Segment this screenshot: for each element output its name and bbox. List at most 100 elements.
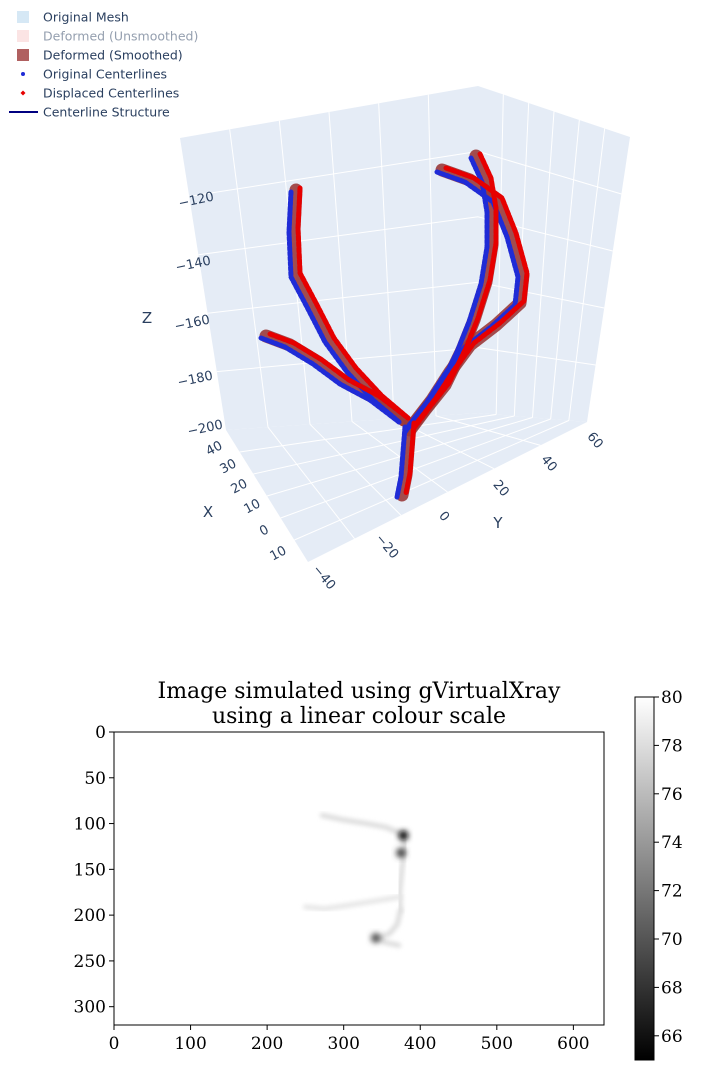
vessel-shadow	[375, 908, 403, 948]
x-axis-ticks: 0 100 200 300 400 500 600	[109, 1025, 590, 1054]
chart-title-line-2: using a linear colour scale	[212, 704, 506, 729]
legend-item: Deformed (Unsmoothed)	[17, 29, 198, 44]
legend-swatch	[17, 11, 29, 23]
colorbar-tick-label: 72	[661, 882, 683, 902]
z-tick-label: −140	[174, 254, 212, 276]
z-tick-label: −120	[177, 190, 215, 212]
y-tick-label: 100	[74, 815, 106, 835]
vessel-shadow	[302, 894, 403, 912]
legend-item: Deformed (Smoothed)	[17, 48, 183, 63]
y-axis-ticks: 0 50 100 150 200 250 300	[74, 723, 114, 1018]
legend-swatch	[20, 90, 26, 96]
density-blob	[396, 847, 407, 858]
legend-item: Centerline Structure	[9, 105, 170, 120]
x-axis-title: X	[203, 503, 213, 521]
mesh-smoothed-branch	[395, 418, 417, 502]
colorbar-tick-label: 78	[661, 736, 683, 756]
x-tick-label: 20	[229, 476, 251, 497]
legend-swatch	[21, 72, 25, 76]
x-tick-label: 500	[481, 1034, 513, 1054]
x-tick-label: 0	[109, 1034, 120, 1054]
legend-label: Centerline Structure	[43, 105, 170, 120]
colorbar-tick-label: 74	[661, 833, 683, 853]
colorbar-tick-label: 80	[661, 688, 683, 708]
x-tick-label: 200	[251, 1034, 283, 1054]
z-tick-label: −160	[173, 313, 211, 335]
image-frame	[113, 731, 605, 1026]
chart-title-line-1: Image simulated using gVirtualXray	[158, 679, 562, 704]
legend-item: Displaced Centerlines	[20, 86, 179, 101]
y-tick-label: 50	[84, 769, 106, 789]
colorbar-tick-label: 70	[661, 930, 683, 950]
image-background	[114, 732, 604, 1025]
y-tick-label: 20	[490, 478, 512, 500]
y-axis-title: Y	[492, 514, 503, 532]
original-centerline	[404, 169, 521, 431]
original-centerline	[394, 424, 408, 500]
y-tick-label: 60	[584, 430, 606, 452]
grid-line	[495, 94, 504, 415]
legend-swatch	[17, 49, 29, 61]
y-tick-label: 40	[538, 453, 560, 475]
y-tick-label: −20	[372, 531, 401, 562]
y-tick-label: 0	[435, 509, 452, 525]
scene-3d[interactable]: −120−140−160−180−20040302010010−40−20020…	[142, 86, 630, 593]
axis-titles: Z X Y	[142, 309, 504, 532]
x-tick-label: 400	[404, 1034, 436, 1054]
original-centerline	[286, 189, 402, 425]
grid-line	[207, 281, 479, 314]
density-blob	[398, 830, 409, 841]
displaced-centerline	[267, 331, 411, 421]
grid-line	[378, 103, 395, 419]
colorbar-tick-label: 76	[661, 785, 683, 805]
scene-wall-left	[180, 86, 478, 430]
legend-label: Original Centerlines	[43, 67, 167, 82]
colorbar	[634, 696, 655, 1061]
grid-line	[568, 128, 606, 421]
xray-image-chart: Image simulated using gVirtualXray using…	[74, 679, 683, 1061]
density-blob	[370, 933, 381, 944]
y-tick-label: 0	[95, 723, 106, 743]
x-tick-label: 10	[242, 496, 264, 517]
legend-label: Deformed (Smoothed)	[43, 48, 183, 63]
colorbar-ticks: 66 68 70 72 74 76 78 80	[654, 688, 683, 1047]
displaced-centerline	[295, 185, 411, 421]
x-tick-label: 40	[204, 438, 226, 459]
displaced-centerline	[403, 420, 417, 496]
y-tick-label: 300	[74, 998, 106, 1018]
z-tick-label: −180	[176, 369, 214, 391]
grid-line	[229, 129, 269, 428]
xray-image	[114, 732, 604, 1025]
x-tick-label: 300	[327, 1034, 359, 1054]
x-tick-label: 30	[218, 456, 240, 477]
grid-line	[427, 94, 437, 416]
grid-line	[550, 119, 580, 420]
grid-line	[477, 347, 596, 366]
mesh-smoothed-branch	[259, 329, 411, 427]
vessel-curves	[258, 149, 530, 502]
legend-swatch	[17, 30, 29, 42]
grid-line	[477, 281, 605, 309]
z-axis-title: Z	[142, 309, 152, 327]
displaced-centerline	[413, 165, 530, 427]
legend-item: Original Centerlines	[21, 67, 167, 82]
y-tick-label: −40	[309, 562, 338, 593]
vessel-shadow	[319, 812, 406, 838]
y-tick-label: 150	[74, 860, 106, 880]
x-tick-label: 100	[174, 1034, 206, 1054]
grid-line	[477, 150, 622, 195]
legend-label: Displaced Centerlines	[43, 86, 179, 101]
grid-line	[189, 150, 479, 197]
colorbar-tick-label: 66	[661, 1027, 683, 1047]
x-tick-label: 600	[557, 1034, 589, 1054]
legend: Original Mesh Deformed (Unsmoothed) Deform…	[9, 10, 198, 120]
legend-label: Deformed (Unsmoothed)	[43, 29, 198, 44]
grid-line	[198, 216, 479, 256]
grid-line	[532, 111, 555, 418]
x-tick-label: 10	[268, 543, 290, 564]
x-tick-label: 0	[257, 522, 271, 539]
grid-line	[294, 420, 570, 541]
z-tick-label: −200	[186, 418, 224, 440]
colorbar-tick-label: 68	[661, 978, 683, 998]
